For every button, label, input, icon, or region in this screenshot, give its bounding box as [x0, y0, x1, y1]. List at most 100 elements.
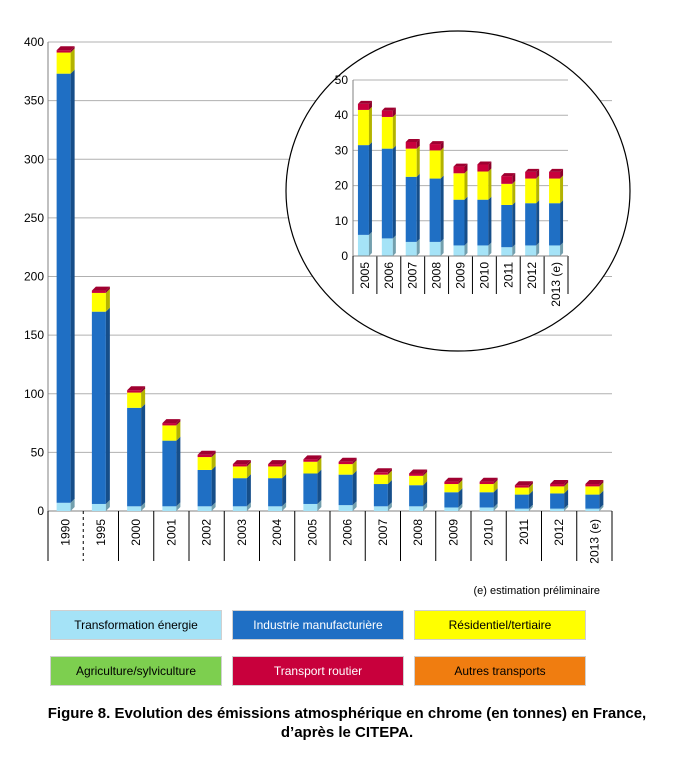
- estimation-note: (e) estimation préliminaire: [473, 585, 600, 597]
- legend-label: Autres transports: [454, 664, 546, 678]
- inset-bar-side: [416, 173, 420, 242]
- main-x-tick-label: 2010: [482, 519, 496, 546]
- main-bar-segment: [585, 494, 600, 509]
- figure-caption: Figure 8. Evolution des émissions atmosp…: [0, 704, 694, 742]
- main-bar-segment: [479, 507, 494, 511]
- inset-x-tick-label: 2006: [382, 262, 396, 289]
- legend-label: Agriculture/sylviculture: [75, 664, 197, 678]
- main-bar-top: [127, 386, 146, 391]
- main-bar-segment: [409, 485, 424, 507]
- main-y-tick-label: 300: [24, 152, 44, 166]
- inset-bar-segment: [357, 145, 369, 235]
- main-x-tick-label: 1995: [94, 519, 108, 546]
- main-bar-top: [373, 468, 392, 473]
- inset-bar-side: [512, 244, 516, 256]
- legend-label: Résidentiel/tertiaire: [448, 618, 552, 632]
- main-bar-top: [409, 469, 428, 474]
- inset-bar-segment: [501, 176, 513, 184]
- main-bar-side: [317, 457, 322, 474]
- inset-bar-segment: [453, 166, 465, 174]
- main-bar-segment: [303, 459, 318, 462]
- inset-bar-side: [416, 238, 420, 256]
- inset-bar-side: [488, 161, 492, 172]
- main-bar-side: [528, 481, 533, 488]
- main-bar-side: [317, 455, 322, 462]
- main-bar-side: [141, 388, 146, 408]
- main-bar-side: [176, 436, 181, 507]
- main-bar-side: [599, 504, 604, 511]
- main-bar-segment: [197, 457, 212, 470]
- main-bar-top: [479, 477, 498, 482]
- main-bar-top: [56, 46, 75, 51]
- inset-bar-segment: [549, 171, 561, 179]
- main-x-tick-label: 2012: [552, 519, 566, 546]
- main-bar-side: [141, 502, 146, 511]
- inset-x-tick-label: 2005: [358, 262, 372, 289]
- main-bar-top: [303, 455, 322, 460]
- main-bar-side: [564, 482, 569, 494]
- inset-bar-side: [392, 113, 396, 149]
- main-bar-side: [423, 469, 428, 476]
- main-bar-top: [268, 460, 287, 465]
- main-bar-segment: [162, 440, 177, 507]
- legend-item-transport-routier: Transport routier: [232, 656, 404, 686]
- inset-x-tick-label: 2007: [406, 262, 420, 289]
- main-bar-side: [387, 502, 392, 511]
- inset-bar-segment: [477, 171, 489, 200]
- main-bar-segment: [56, 73, 71, 503]
- inset-bar-segment: [453, 245, 465, 256]
- inset-y-tick-label: 30: [335, 143, 349, 157]
- main-bar-segment: [338, 464, 353, 475]
- inset-bar-segment: [549, 203, 561, 246]
- inset-bar-side: [440, 238, 444, 256]
- inset-bar-segment: [525, 203, 537, 246]
- inset-bar-top: [453, 163, 468, 167]
- main-bar-segment: [127, 390, 142, 393]
- main-bar-segment: [514, 508, 529, 511]
- main-bar-side: [246, 460, 251, 467]
- legend-item-transformation-energie: Transformation énergie: [50, 610, 222, 640]
- main-bar-segment: [127, 407, 142, 507]
- main-bar-segment: [197, 454, 212, 458]
- inset-bar-side: [368, 100, 372, 110]
- main-x-tick-label: 2006: [341, 519, 355, 546]
- main-bar-side: [141, 403, 146, 507]
- inset-x-tick-label: 2013 (e): [549, 262, 563, 307]
- main-bar-segment: [409, 473, 424, 476]
- legend-item-residentiel-tertiaire: Résidentiel/tertiaire: [414, 610, 586, 640]
- legend-label: Transport routier: [273, 664, 363, 678]
- main-bar-side: [282, 502, 287, 511]
- inset-bar-segment: [477, 199, 489, 246]
- caption-line-2: d’après le CITEPA.: [280, 724, 414, 741]
- main-y-tick-label: 350: [24, 94, 44, 108]
- main-bar-segment: [197, 469, 212, 507]
- main-bar-segment: [162, 425, 177, 441]
- inset-x-tick-label: 2010: [477, 262, 491, 289]
- main-x-axis-ticks: 1990 1995 2000 2001 2002 2003 2004 2005 2006 2007…: [47, 511, 613, 564]
- legend-item-autres-transports: Autres transports: [414, 656, 586, 686]
- inset-bar-side: [416, 138, 420, 149]
- main-bar-segment: [585, 508, 600, 511]
- main-bar-segment: [479, 492, 494, 508]
- inset-bar-side: [536, 200, 540, 246]
- main-bar-segment: [268, 464, 283, 467]
- main-x-tick-label: 1990: [59, 519, 73, 546]
- inset-bar-side: [392, 107, 396, 117]
- inset-y-tick-label: 40: [335, 108, 349, 122]
- main-bar-segment: [91, 292, 106, 312]
- main-bar-side: [458, 488, 463, 508]
- main-bar-segment: [550, 484, 565, 487]
- main-bar-top: [232, 460, 251, 465]
- main-bar-side: [352, 460, 357, 475]
- main-y-tick-label: 50: [31, 445, 45, 459]
- main-bar-segment: [91, 311, 106, 504]
- inset-chart: 0 10 20 30 40 50 2005 2006 2007 2008 2009 2010 2011 2…: [285, 30, 631, 352]
- inset-bar-side: [512, 173, 516, 184]
- inset-bar-segment: [429, 178, 441, 242]
- inset-bar-segment: [381, 110, 393, 117]
- main-bar-side: [423, 481, 428, 507]
- inset-bar-top: [525, 168, 540, 172]
- main-bar-side: [387, 470, 392, 485]
- main-bar-side: [493, 477, 498, 485]
- main-x-tick-label: 2005: [305, 519, 319, 546]
